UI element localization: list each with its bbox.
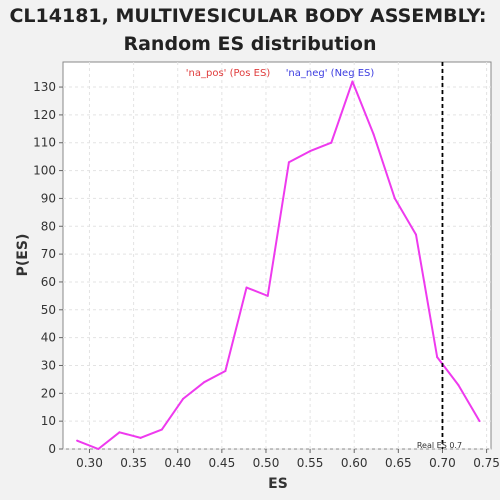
y-tick-label: 100	[33, 164, 56, 178]
chart-title-line1: CL14181, MULTIVESICULAR BODY ASSEMBLY:	[9, 5, 486, 27]
y-tick-label: 60	[41, 275, 56, 289]
data-point	[224, 370, 227, 373]
x-tick-label: 0.40	[164, 456, 191, 470]
data-point	[182, 397, 185, 400]
data-point	[118, 431, 121, 434]
y-tick-label: 10	[41, 414, 56, 428]
x-axis-ticks: 0.30 0.35 0.40 0.45 0.50 0.55 0.60 0.65 0.70 0.75	[76, 449, 500, 470]
y-tick-label: 90	[41, 191, 56, 205]
x-tick-label: 0.35	[120, 456, 147, 470]
y-tick-label: 120	[33, 108, 56, 122]
legend-item-pos: 'na_pos' (Pos ES)	[186, 68, 271, 79]
data-point	[478, 420, 481, 423]
series-line	[76, 80, 481, 450]
chart-title-line2: Random ES distribution	[123, 33, 376, 55]
data-point	[139, 436, 142, 439]
y-axis-label: P(ES)	[15, 234, 31, 277]
y-tick-label: 130	[33, 80, 56, 94]
data-point	[245, 286, 248, 289]
y-tick-label: 80	[41, 219, 56, 233]
data-point	[76, 439, 79, 442]
y-tick-label: 50	[41, 303, 56, 317]
y-tick-label: 110	[33, 136, 56, 150]
x-tick-label: 0.65	[385, 456, 412, 470]
x-tick-label: 0.50	[253, 456, 280, 470]
grid-lines	[63, 62, 491, 450]
y-axis-ticks: 0 10 20 30 40 50 60 70 80 90 100 110 120 130	[33, 80, 63, 456]
y-tick-label: 0	[48, 442, 56, 456]
x-axis-label: ES	[268, 476, 288, 492]
data-point	[330, 141, 333, 144]
y-tick-label: 40	[41, 331, 56, 345]
data-point	[372, 133, 375, 136]
data-point	[414, 233, 417, 236]
x-tick-label: 0.45	[208, 456, 235, 470]
data-point	[436, 356, 439, 359]
y-tick-label: 70	[41, 247, 56, 261]
x-tick-label: 0.30	[76, 456, 103, 470]
y-tick-label: 30	[41, 358, 56, 372]
real-es-label: Real ES 0.7	[417, 441, 462, 450]
data-point	[309, 150, 312, 153]
plot-area	[62, 61, 492, 450]
legend-item-neg: 'na_neg' (Neg ES)	[286, 68, 375, 79]
data-point	[97, 448, 100, 450]
data-point	[393, 197, 396, 200]
x-tick-label: 0.75	[473, 456, 500, 470]
x-tick-label: 0.55	[297, 456, 324, 470]
data-point	[351, 80, 354, 83]
x-tick-label: 0.70	[429, 456, 456, 470]
series-group	[76, 80, 481, 450]
y-tick-label: 20	[41, 386, 56, 400]
data-point	[457, 383, 460, 386]
data-point	[266, 294, 269, 297]
x-tick-label: 0.60	[341, 456, 368, 470]
data-point	[287, 161, 290, 164]
data-point	[203, 381, 206, 384]
data-point	[160, 428, 163, 431]
